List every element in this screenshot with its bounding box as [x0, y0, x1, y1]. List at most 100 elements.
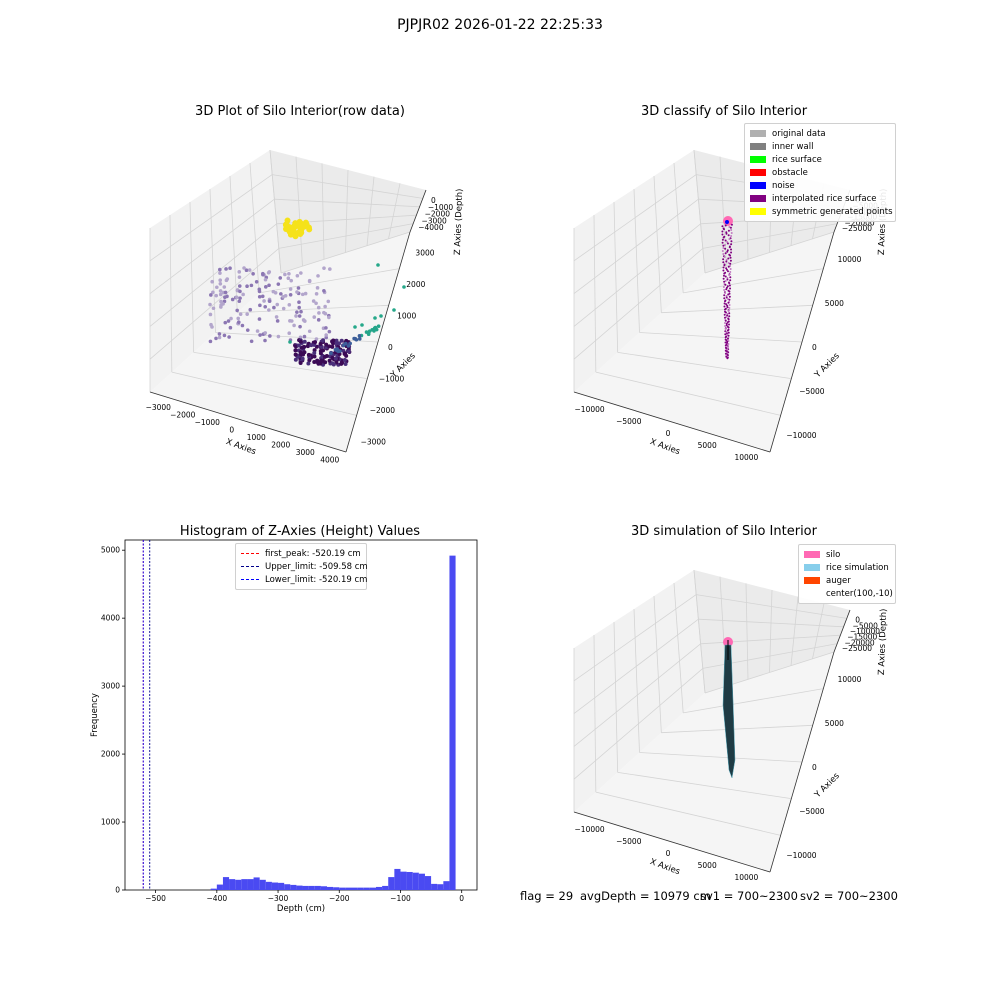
x-tick-label: −10000 [575, 825, 605, 834]
data-point [225, 277, 230, 281]
legend-swatch [804, 551, 820, 558]
data-point [275, 319, 280, 323]
data-point [313, 340, 318, 345]
data-point [728, 226, 731, 228]
grid-line [573, 174, 697, 262]
histogram-bar [431, 883, 438, 890]
y-tick-label: 10000 [838, 675, 862, 684]
data-point [726, 285, 729, 288]
data-point [723, 313, 726, 316]
data-point [722, 244, 725, 247]
legend-label: symmetric generated points [772, 206, 893, 217]
data-point [726, 278, 729, 281]
x-tick-label: 0 [666, 849, 671, 858]
data-point [214, 336, 218, 341]
data-point [722, 274, 725, 277]
grid-line [595, 791, 781, 836]
grid-line [269, 149, 282, 274]
data-point [723, 305, 726, 308]
data-point [293, 357, 298, 362]
data-point [257, 289, 262, 294]
data-point [324, 326, 328, 330]
y-tick-label: −10000 [786, 431, 816, 440]
data-point [728, 246, 731, 249]
data-point [721, 233, 724, 236]
pane-floor [574, 232, 834, 452]
data-point [268, 334, 272, 338]
data-point [318, 341, 323, 346]
data-point [357, 337, 362, 341]
data-point [726, 337, 729, 340]
data-point [237, 320, 241, 324]
data-point [723, 244, 726, 246]
y-axis-label: Y Axies [812, 351, 842, 381]
data-point [209, 293, 213, 297]
histogram-bar [388, 877, 395, 890]
legend-label: rice surface [772, 154, 822, 165]
data-point [303, 291, 308, 296]
grid-line [573, 223, 701, 327]
data-point [728, 282, 731, 285]
x-axis-line [573, 391, 771, 453]
data-point [725, 332, 728, 335]
legend-entry: original data [750, 127, 890, 140]
histogram-bar [382, 885, 389, 890]
data-point [314, 292, 319, 296]
data-point [244, 268, 249, 273]
grid-line [274, 198, 420, 208]
data-point [284, 225, 291, 232]
data-point [729, 226, 732, 229]
data-point [724, 336, 727, 339]
data-point [726, 321, 729, 324]
data-point [276, 334, 281, 339]
data-point [236, 316, 241, 321]
histogram-bar [449, 555, 456, 890]
histogram-bar [314, 885, 321, 890]
data-point [728, 290, 731, 293]
grid-line [617, 351, 792, 380]
legend-entry: symmetric generated points [750, 205, 893, 218]
z-tick-label: −20000 [845, 218, 875, 227]
z-axis-line [409, 189, 427, 233]
data-point [235, 308, 240, 313]
grid-line [673, 162, 684, 293]
data-point [330, 356, 335, 361]
data-point [263, 331, 268, 335]
x-tick-label: −5000 [616, 417, 642, 426]
histogram-bar [437, 884, 444, 890]
y-tick-label: −10000 [786, 851, 816, 860]
data-point [217, 335, 222, 340]
data-point [354, 337, 359, 342]
data-point [301, 318, 306, 322]
grid-line [633, 188, 640, 333]
data-point [218, 292, 223, 297]
data-point [302, 334, 307, 339]
y-tick-label: 5000 [825, 299, 844, 308]
data-point [392, 308, 396, 312]
legend-label: inner wall [772, 141, 814, 152]
data-point [331, 338, 336, 343]
data-point [314, 301, 318, 306]
data-point [283, 293, 288, 298]
data-point [725, 267, 728, 270]
histogram-bar [290, 884, 297, 890]
grid-line [237, 304, 389, 314]
data-point [726, 249, 729, 252]
data-point [266, 271, 271, 275]
data-point [728, 323, 731, 326]
data-point [373, 316, 377, 320]
data-point [324, 335, 329, 340]
data-point [276, 282, 281, 286]
data-point [343, 361, 348, 366]
data-point [298, 339, 303, 344]
grid-line [573, 643, 701, 747]
data-point [346, 349, 351, 354]
y-tick-label: −1000 [379, 374, 405, 383]
data-point [725, 231, 728, 234]
data-point [725, 232, 728, 235]
data-point [314, 337, 319, 341]
data-point [723, 289, 726, 291]
sv1-readout: sv1 = 700~2300 [700, 889, 798, 903]
grid-line [661, 304, 813, 314]
y-tick-label: −3000 [361, 437, 387, 446]
